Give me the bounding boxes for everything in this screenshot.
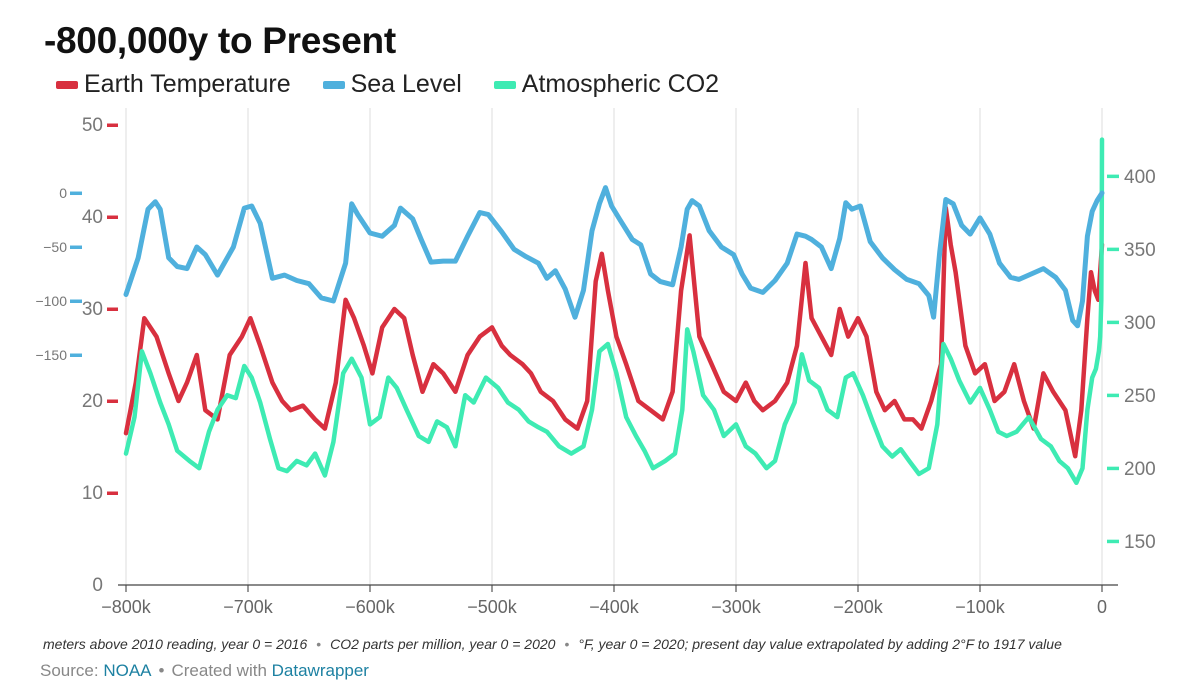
co2-tick-label: 150 (1124, 532, 1156, 553)
chart-notes: meters above 2010 reading, year 0 = 2016… (43, 636, 1062, 652)
x-tick-label: −500k (467, 597, 518, 617)
legend-label-co2: Atmospheric CO2 (521, 70, 720, 98)
sea-level-tick-label: 0 (59, 185, 67, 201)
temperature-tick-mark (107, 307, 118, 311)
chart-title: -800,000y to Present (44, 20, 396, 61)
created-with-label: Created with (171, 661, 267, 680)
legend-label-temperature: Earth Temperature (84, 70, 291, 98)
co2-tick-label: 200 (1124, 459, 1156, 480)
legend-item-temperature: Earth Temperature (56, 70, 291, 99)
co2-tick-mark (1107, 247, 1119, 252)
grid (125, 108, 1103, 585)
temperature-tick-mark (107, 215, 118, 219)
temperature-tick-label: 30 (82, 299, 103, 320)
legend-label-sea-level: Sea Level (350, 70, 462, 98)
co2-tick-label: 350 (1124, 240, 1156, 261)
temperature-series-line (123, 205, 1105, 459)
sea-level-tick-mark (70, 191, 82, 196)
temperature-tick-label: 40 (82, 207, 103, 228)
x-tick-label: −800k (101, 597, 152, 617)
temperature-tick-mark (107, 123, 118, 127)
series-group (123, 137, 1105, 486)
x-tick-label: −600k (345, 597, 396, 617)
axes: −800k −700k −600k −500k −400k −300k −200k −100k… (35, 115, 1155, 617)
legend: Earth Temperature Sea Level Atmospheric … (56, 70, 751, 99)
co2-tick-mark (1107, 393, 1119, 398)
legend-swatch-temperature (56, 80, 78, 89)
note-sea-level: meters above 2010 reading, year 0 = 2016 (43, 636, 308, 652)
x-tick-label: −100k (955, 597, 1006, 617)
co2-tick-mark (1107, 320, 1119, 325)
temperature-tick-label: 10 (82, 483, 103, 504)
source-link[interactable]: NOAA (103, 661, 152, 680)
temperature-tick-mark (107, 491, 118, 495)
datawrapper-link[interactable]: Datawrapper (271, 661, 369, 680)
note-separator: • (316, 636, 322, 652)
sea-level-tick-mark (70, 299, 82, 304)
co2-tick-label: 300 (1124, 313, 1156, 334)
x-tick-label: −200k (833, 597, 884, 617)
legend-item-sea-level: Sea Level (322, 70, 462, 99)
legend-item-co2: Atmospheric CO2 (493, 70, 720, 99)
footer-separator: • (158, 661, 165, 680)
x-tick-label: −700k (223, 597, 274, 617)
note-separator: • (564, 636, 570, 652)
temperature-tick-label: 20 (82, 391, 103, 412)
sea-level-tick-label: −150 (35, 347, 67, 363)
co2-tick-mark (1107, 466, 1119, 471)
co2-tick-label: 250 (1124, 386, 1156, 407)
temperature-tick-label: 50 (82, 115, 103, 136)
x-tick-label: −300k (711, 597, 762, 617)
note-co2: CO2 parts per million, year 0 = 2020 (330, 636, 556, 652)
source-label: Source: (40, 661, 99, 680)
sea-level-tick-mark (70, 245, 82, 250)
co2-tick-mark (1107, 539, 1119, 544)
co2-tick-label: 400 (1124, 167, 1156, 188)
co2-tick-mark (1107, 174, 1119, 179)
temperature-tick-label: 0 (92, 575, 103, 596)
legend-swatch-sea-level (322, 80, 345, 89)
legend-swatch-co2 (493, 80, 516, 89)
x-tick-label: −400k (589, 597, 640, 617)
chart-footer: Source: NOAA • Created with Datawrapper (40, 661, 369, 681)
note-temperature: °F, year 0 = 2020; present day value ext… (578, 636, 1062, 652)
sea-level-tick-label: −100 (35, 293, 67, 309)
sea-level-series-line (123, 185, 1105, 329)
co2-series-line (123, 137, 1105, 486)
x-tick-label: 0 (1097, 597, 1107, 617)
sea-level-tick-mark (70, 353, 82, 357)
sea-level-tick-label: −50 (43, 239, 67, 255)
temperature-tick-mark (107, 399, 118, 403)
